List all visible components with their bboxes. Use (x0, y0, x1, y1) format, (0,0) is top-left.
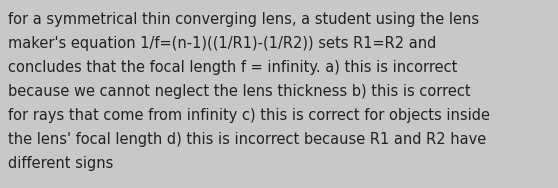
Text: concludes that the focal length f = infinity. a) this is incorrect: concludes that the focal length f = infi… (8, 60, 458, 75)
Text: for a symmetrical thin converging lens, a student using the lens: for a symmetrical thin converging lens, … (8, 12, 479, 27)
Text: for rays that come from infinity c) this is correct for objects inside: for rays that come from infinity c) this… (8, 108, 490, 123)
Text: maker's equation 1/f=(n-1)((1/R1)-(1/R2)) sets R1=R2 and: maker's equation 1/f=(n-1)((1/R1)-(1/R2)… (8, 36, 436, 51)
Text: because we cannot neglect the lens thickness b) this is correct: because we cannot neglect the lens thick… (8, 84, 470, 99)
Text: different signs: different signs (8, 156, 113, 171)
Text: the lens' focal length d) this is incorrect because R1 and R2 have: the lens' focal length d) this is incorr… (8, 132, 486, 147)
